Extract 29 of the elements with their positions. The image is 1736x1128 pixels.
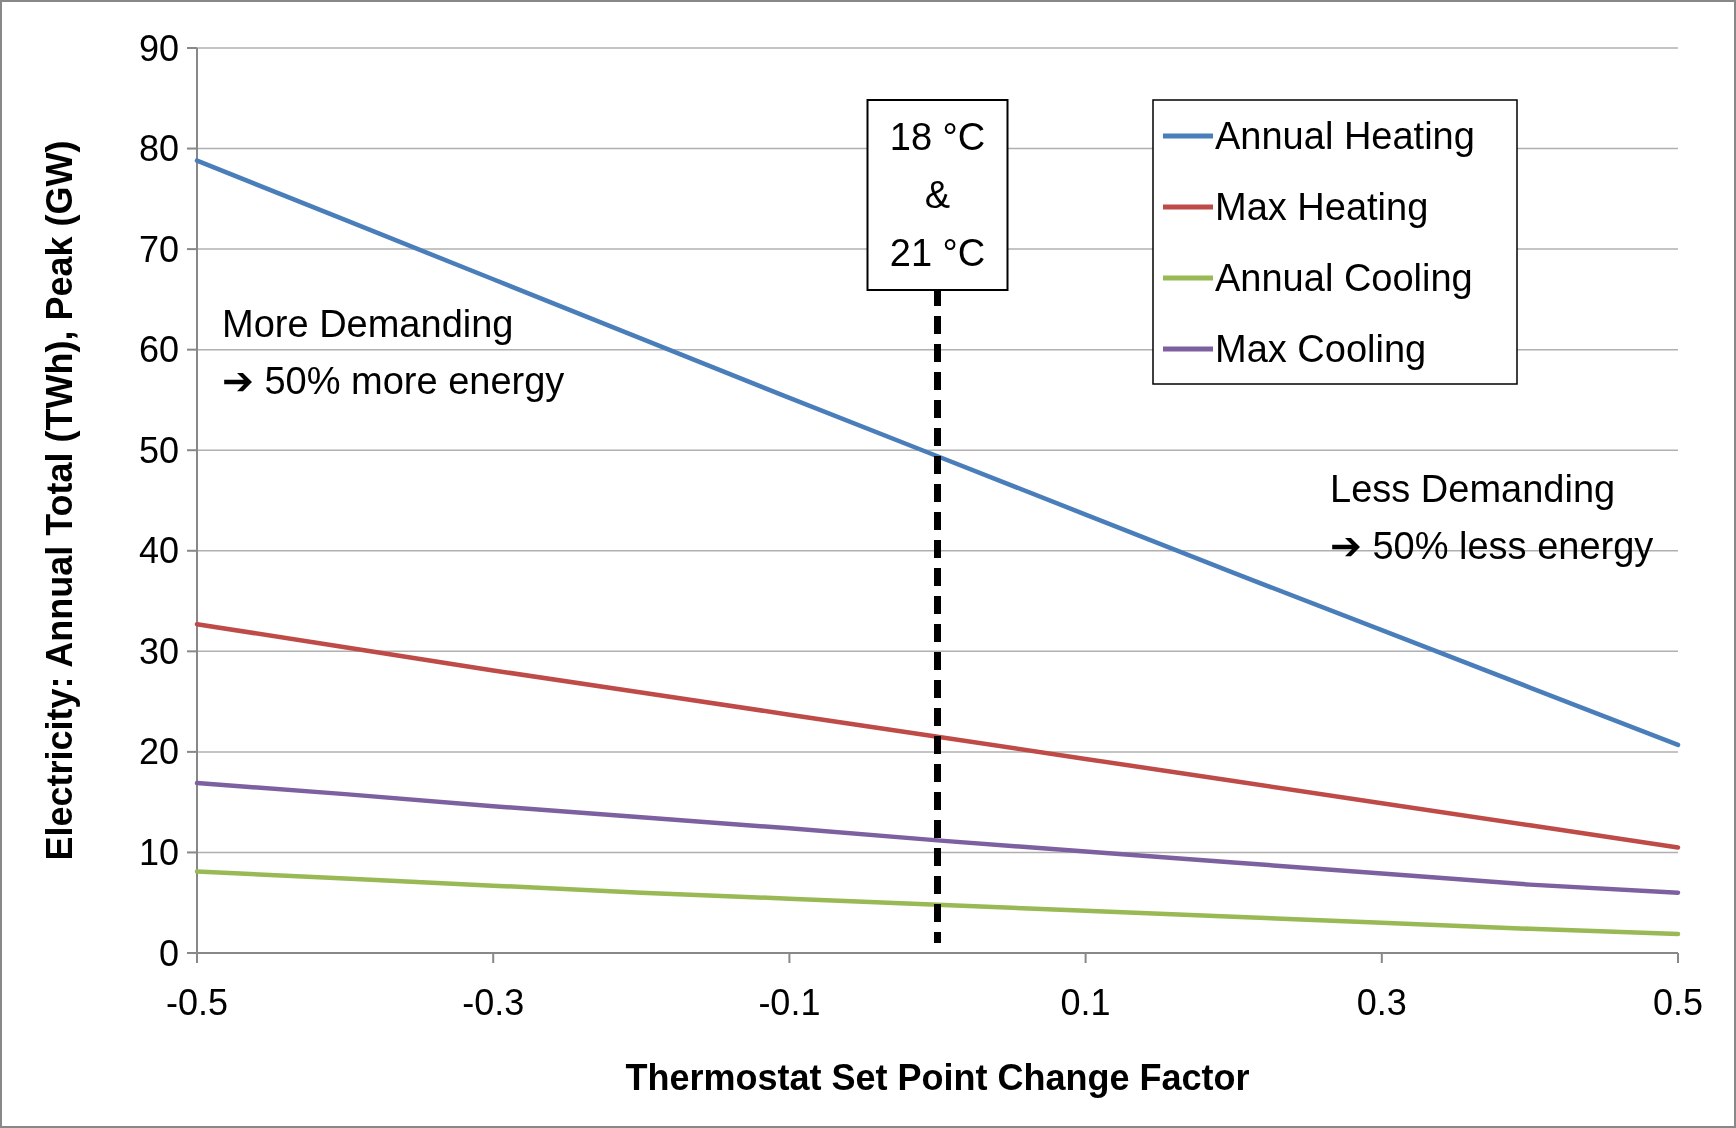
y-tick-label: 30 — [138, 630, 179, 672]
line-series — [194, 869, 1681, 937]
line-series — [194, 621, 1681, 850]
line-series — [194, 158, 1681, 748]
x-tick-label: -0.1 — [758, 982, 821, 1023]
y-axis-title: Electricity: Annual Total (TWh), Peak (GW) — [39, 140, 80, 861]
legend-label: Max Cooling — [1215, 328, 1427, 371]
x-tick-label: -0.3 — [462, 982, 525, 1023]
x-tick-label: 0.1 — [1060, 982, 1111, 1023]
x-tick-label: 0.5 — [1652, 982, 1704, 1023]
line-series — [194, 780, 1681, 895]
x-axis-title: Thermostat Set Point Change Factor — [625, 1057, 1250, 1098]
y-tick-label: 90 — [138, 27, 179, 69]
y-tick-label: 20 — [138, 731, 179, 773]
y-tick-label: 0 — [158, 932, 179, 974]
x-tick-label: 0.3 — [1356, 982, 1407, 1023]
ref-line-label: 18 °C & 21 °C — [889, 116, 986, 274]
y-tick-label: 60 — [138, 329, 179, 371]
y-tick-label: 80 — [138, 128, 179, 170]
annotation: More Demanding ➔ 50% more energy — [222, 303, 565, 402]
y-tick-label: 50 — [138, 429, 179, 471]
legend-label: Annual Heating — [1215, 115, 1475, 158]
annotation: Less Demanding ➔ 50% less energy — [1330, 468, 1654, 567]
y-tick-label: 70 — [138, 228, 179, 270]
legend-label: Annual Cooling — [1215, 257, 1473, 300]
legend-label: Max Heating — [1215, 186, 1429, 229]
y-tick-label: 40 — [138, 530, 179, 572]
x-tick-label: -0.5 — [165, 982, 229, 1023]
y-tick-label: 10 — [138, 832, 179, 874]
